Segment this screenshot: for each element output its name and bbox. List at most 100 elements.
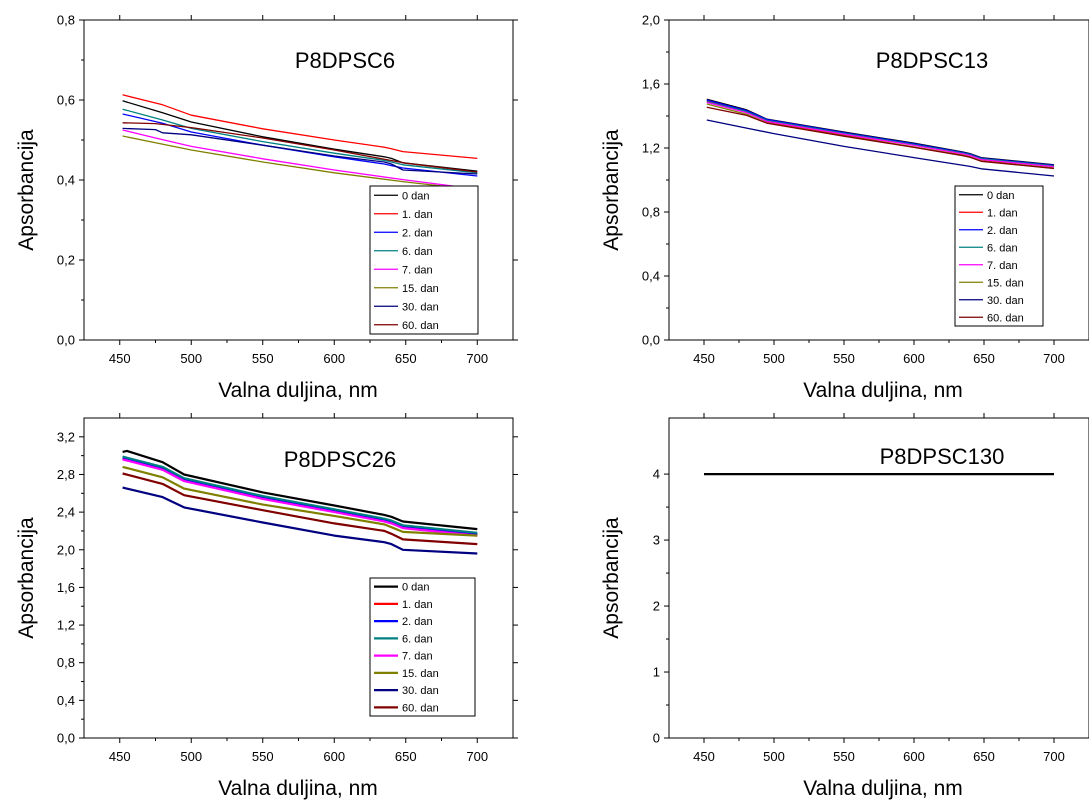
chart-title: P8DPSC13 xyxy=(876,48,989,73)
legend-box xyxy=(369,577,476,717)
series-line-0-dan xyxy=(706,98,1055,166)
axis-ticks: 450 500 550 600 650 700 0,0 0,4 0,8 1,2 1,6 2,0 xyxy=(642,13,1065,367)
series-line-0-dan xyxy=(122,100,478,172)
x-tick-label: 650 xyxy=(973,749,995,764)
series-line-0-dan xyxy=(122,449,478,531)
x-tick-label: 550 xyxy=(833,351,855,366)
y-axis-label: Apsorbancija xyxy=(15,129,38,251)
series-line-6-dan xyxy=(706,100,1055,167)
x-tick-label: 500 xyxy=(763,351,785,366)
legend-label: 0 dan xyxy=(402,190,430,202)
legend: 0 dan 1. dan 2. dan 6. dan 7. dan 15. dan 30. … xyxy=(369,185,479,335)
y-tick-label: 0,4 xyxy=(57,693,75,708)
series-line-60-dan xyxy=(122,472,478,546)
y-tick-label: 2 xyxy=(653,599,660,614)
x-tick-label: 500 xyxy=(180,351,202,366)
legend-label: 30. dan xyxy=(402,685,439,697)
y-tick-label: 0,4 xyxy=(57,173,75,188)
x-tick-label: 500 xyxy=(180,749,202,764)
series-line-60-dan xyxy=(122,122,478,173)
x-tick-label: 500 xyxy=(763,749,785,764)
x-tick-label: 650 xyxy=(395,351,417,366)
legend-label: 2. dan xyxy=(402,227,433,239)
y-tick-label: 0,8 xyxy=(642,205,660,220)
x-axis-label: Valna duljina, nm xyxy=(218,379,378,402)
axis-ticks: 450 500 550 600 650 700 0 1 2 3 4 xyxy=(653,413,1065,764)
chart-panel-p8dpsc26: P8DPSC26 Valna duljina, nm Apsorbancija … xyxy=(15,413,518,800)
legend-label: 6. dan xyxy=(987,242,1018,254)
chart-title: P8DPSC26 xyxy=(284,447,397,472)
legend-label: 15. dan xyxy=(402,668,439,680)
legend-label: 7. dan xyxy=(402,264,433,276)
legend-label: 60. dan xyxy=(987,312,1024,324)
legend-label: 2. dan xyxy=(987,225,1018,237)
legend-box xyxy=(954,185,1044,327)
series-lines xyxy=(706,98,1055,177)
axis-ticks: 450 500 550 600 650 700 0,0 0,2 0,4 0,6 0,8 xyxy=(57,13,518,366)
chart-panel-p8dpsc13: P8DPSC13 Valna duljina, nm Apsorbancija … xyxy=(600,13,1089,402)
x-tick-label: 450 xyxy=(693,749,715,764)
x-axis-label: Valna duljina, nm xyxy=(218,777,378,800)
y-tick-label: 3 xyxy=(653,533,660,548)
series-line-15-dan xyxy=(122,135,478,191)
series-line-30-dan xyxy=(122,486,478,555)
legend-label: 2. dan xyxy=(402,616,433,628)
x-tick-label: 600 xyxy=(323,351,345,366)
y-tick-label: 2,0 xyxy=(642,13,660,28)
x-tick-label: 600 xyxy=(903,749,925,764)
y-tick-label: 0,0 xyxy=(642,333,660,348)
chart-title: P8DPSC130 xyxy=(880,444,1005,469)
series-line-2-dan xyxy=(122,113,478,177)
legend-label: 30. dan xyxy=(987,295,1024,307)
y-tick-label: 1,2 xyxy=(57,618,75,633)
series-line-1-dan xyxy=(706,100,1055,169)
chart-title: P8DPSC6 xyxy=(295,48,395,73)
x-tick-label: 550 xyxy=(252,749,274,764)
y-tick-label: 1 xyxy=(653,665,660,680)
y-tick-label: 0,2 xyxy=(57,253,75,268)
legend-label: 7. dan xyxy=(987,260,1018,272)
legend-label: 1. dan xyxy=(987,207,1018,219)
series-line-6-dan xyxy=(122,108,478,174)
x-tick-label: 700 xyxy=(466,749,488,764)
x-tick-label: 600 xyxy=(903,351,925,366)
series-line-7-dan xyxy=(122,458,478,537)
legend-label: 6. dan xyxy=(402,246,433,258)
legend-label: 15. dan xyxy=(402,283,439,295)
legend: 0 dan 1. dan 2. dan 6. dan 7. dan 15. dan 30. … xyxy=(954,185,1044,327)
legend-label: 0 dan xyxy=(987,190,1015,202)
x-axis-label: Valna duljina, nm xyxy=(803,777,963,800)
series-line-7-dan xyxy=(122,129,478,190)
y-tick-label: 0 xyxy=(653,731,660,746)
legend-label: 30. dan xyxy=(402,301,439,313)
chart-panel-p8dpsc6: P8DPSC6 Valna duljina, nm Apsorbancija 4… xyxy=(15,13,518,402)
series-lines xyxy=(122,94,478,191)
y-axis-label: Apsorbancija xyxy=(15,517,38,639)
x-tick-label: 450 xyxy=(109,351,131,366)
y-tick-label: 0,4 xyxy=(642,269,660,284)
x-tick-label: 700 xyxy=(1043,351,1065,366)
x-tick-label: 450 xyxy=(693,351,715,366)
y-tick-label: 4 xyxy=(653,467,660,482)
y-tick-label: 1,2 xyxy=(642,141,660,156)
x-tick-label: 700 xyxy=(466,351,488,366)
y-tick-label: 2,8 xyxy=(57,467,75,482)
legend-label: 7. dan xyxy=(402,651,433,663)
legend-label: 60. dan xyxy=(402,320,439,332)
legend-label: 1. dan xyxy=(402,599,433,611)
legend-label: 1. dan xyxy=(402,209,433,221)
x-tick-label: 600 xyxy=(323,749,345,764)
legend-label: 6. dan xyxy=(402,633,433,645)
series-line-60-dan xyxy=(706,106,1055,170)
y-tick-label: 0,8 xyxy=(57,655,75,670)
x-tick-label: 650 xyxy=(973,351,995,366)
y-tick-label: 0,0 xyxy=(57,731,75,746)
series-line-30-dan xyxy=(122,127,478,175)
legend-label: 60. dan xyxy=(402,702,439,714)
y-tick-label: 2,0 xyxy=(57,542,75,557)
x-tick-label: 450 xyxy=(109,749,131,764)
y-tick-label: 0,0 xyxy=(57,333,75,348)
series-line-2-dan xyxy=(706,99,1055,166)
y-tick-label: 0,6 xyxy=(57,93,75,108)
